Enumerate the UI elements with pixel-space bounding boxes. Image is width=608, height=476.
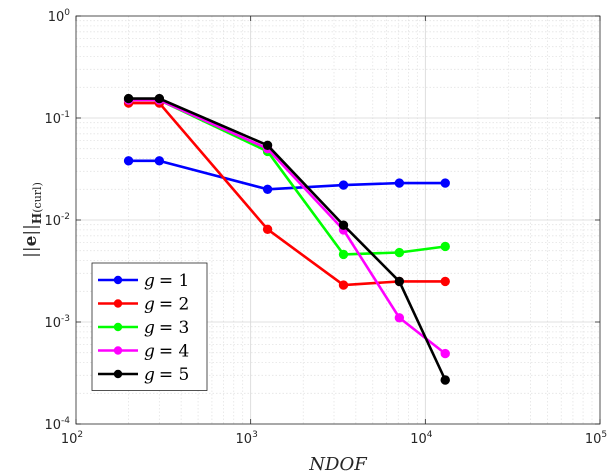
data-point <box>262 224 273 235</box>
legend-swatch-marker <box>113 369 123 379</box>
legend-label: g = 2 <box>144 295 189 315</box>
svg-text:||e||H(curl): ||e||H(curl) <box>21 182 44 258</box>
data-point <box>262 140 273 150</box>
legend: g = 1 g = 2 g = 3 g = 4 g = 5 <box>91 262 208 391</box>
y-label-space: H <box>30 213 44 224</box>
legend-label: g = 4 <box>144 342 189 362</box>
axis-ticks: 102 103 104 105 10-4 10-3 10-2 10-1 100 <box>44 8 607 447</box>
data-point <box>338 220 349 230</box>
legend-swatch-marker <box>113 346 123 355</box>
series-line <box>128 97 447 381</box>
legend-swatch-marker <box>113 299 123 308</box>
legend-item-3: g = 3 <box>98 318 189 338</box>
y-tick-label: 10-2 <box>44 212 70 229</box>
data-point <box>394 247 405 258</box>
legend-item-1: g = 1 <box>98 271 189 291</box>
data-point <box>394 276 405 287</box>
y-axis-label: ||e||H(curl) <box>21 182 44 258</box>
series-5 <box>123 93 450 385</box>
x-tick-label: 105 <box>585 430 607 447</box>
y-tick-label: 100 <box>48 8 71 25</box>
data-point <box>154 93 165 104</box>
legend-swatch-marker <box>113 322 123 332</box>
x-tick-label: 102 <box>61 430 83 447</box>
y-label-e: e <box>21 235 41 246</box>
legend-label: g = 1 <box>144 271 189 291</box>
legend-item-4: g = 4 <box>98 342 189 362</box>
data-point <box>338 249 349 260</box>
legend-label: g = 3 <box>144 318 189 338</box>
y-tick-label: 10-3 <box>44 314 70 331</box>
y-label-norm-left: || <box>21 246 41 257</box>
series-1 <box>123 156 450 194</box>
data-point <box>440 178 450 188</box>
data-point <box>440 375 450 385</box>
series-line <box>128 159 446 191</box>
data-point <box>154 156 165 166</box>
legend-label: g = 5 <box>144 365 189 385</box>
y-tick-label: 10-1 <box>44 110 70 127</box>
data-point <box>394 178 405 188</box>
data-point <box>440 348 450 359</box>
x-tick-label: 103 <box>236 430 258 447</box>
series-line <box>128 98 447 355</box>
legend-swatch-marker <box>113 275 123 285</box>
data-point <box>123 93 134 104</box>
data-point <box>440 276 450 287</box>
y-tick-label: 10-4 <box>44 416 70 433</box>
series-layer <box>123 93 450 385</box>
y-label-op: (curl) <box>31 182 44 213</box>
series-line <box>128 101 446 287</box>
data-point <box>440 241 450 252</box>
legend-item-5: g = 5 <box>98 365 189 385</box>
x-tick-label: 104 <box>410 430 433 447</box>
data-point <box>338 180 349 190</box>
data-point <box>262 184 273 194</box>
x-axis-label: NDOF <box>308 454 368 475</box>
y-label-norm-right: || <box>21 224 41 235</box>
data-point <box>338 280 349 290</box>
data-point <box>123 156 134 166</box>
data-point <box>394 313 405 323</box>
legend-item-2: g = 2 <box>98 295 189 315</box>
